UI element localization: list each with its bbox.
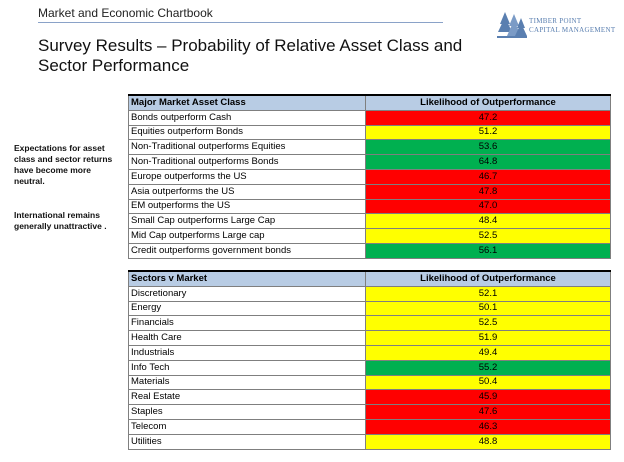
table-row: Small Cap outperforms Large Cap 48.4 <box>128 213 611 230</box>
likelihood-value: 53.6 <box>365 139 611 156</box>
row-label: Financials <box>128 315 366 332</box>
likelihood-value: 64.8 <box>365 154 611 170</box>
likelihood-value: 55.2 <box>365 359 611 376</box>
row-label: Equities outperform Bonds <box>128 124 366 141</box>
row-label: Bonds outperform Cash <box>128 109 366 126</box>
table-row: Industrials 49.4 <box>128 344 611 361</box>
table-row: Info Tech 55.2 <box>128 359 611 376</box>
column-header-likelihood: Likelihood of Outperformance <box>365 269 611 287</box>
sector-table: Sectors v Market Likelihood of Outperfor… <box>128 269 611 450</box>
table-row: Equities outperform Bonds 51.2 <box>128 124 611 141</box>
table-row: Real Estate 45.9 <box>128 389 611 406</box>
table-row: Utilities 48.8 <box>128 433 611 450</box>
row-label: Staples <box>128 404 366 420</box>
likelihood-value: 52.5 <box>365 228 611 244</box>
column-header-sector: Sectors v Market <box>128 269 366 287</box>
row-label: Non-Traditional outperforms Equities <box>128 139 366 156</box>
likelihood-value: 51.2 <box>365 124 611 141</box>
row-label: Real Estate <box>128 389 366 406</box>
likelihood-value: 56.1 <box>365 242 611 259</box>
likelihood-value: 48.8 <box>365 433 611 450</box>
row-label: Europe outperforms the US <box>128 168 366 185</box>
company-logo: TIMBER POINT CAPITAL MANAGEMENT <box>497 10 617 44</box>
table-row: Materials 50.4 <box>128 374 611 391</box>
likelihood-value: 50.4 <box>365 374 611 391</box>
row-label: Mid Cap outperforms Large cap <box>128 228 366 244</box>
likelihood-value: 47.0 <box>365 198 611 215</box>
likelihood-value: 46.3 <box>365 418 611 435</box>
tree-icon <box>497 12 527 38</box>
row-label: Discretionary <box>128 285 366 302</box>
row-label: Health Care <box>128 330 366 346</box>
table-row: Financials 52.5 <box>128 315 611 332</box>
table-row: Credit outperforms government bonds 56.1 <box>128 242 611 259</box>
row-label: Non-Traditional outperforms Bonds <box>128 154 366 170</box>
likelihood-value: 47.2 <box>365 109 611 126</box>
table-row: Discretionary 52.1 <box>128 285 611 302</box>
row-label: Energy <box>128 300 366 317</box>
table-row: Non-Traditional outperforms Equities 53.6 <box>128 139 611 156</box>
likelihood-value: 49.4 <box>365 344 611 361</box>
likelihood-value: 50.1 <box>365 300 611 317</box>
likelihood-value: 48.4 <box>365 213 611 230</box>
table-row: Europe outperforms the US 46.7 <box>128 168 611 185</box>
row-label: Info Tech <box>128 359 366 376</box>
column-header-asset-class: Major Market Asset Class <box>128 93 366 111</box>
likelihood-value: 47.8 <box>365 183 611 200</box>
table-header-row: Major Market Asset Class Likelihood of O… <box>128 93 611 111</box>
table-row: EM outperforms the US 47.0 <box>128 198 611 215</box>
page-title: Survey Results – Probability of Relative… <box>38 36 463 75</box>
note-neutral: Expectations for asset class and sector … <box>14 143 113 186</box>
row-label: Materials <box>128 374 366 391</box>
row-label: Industrials <box>128 344 366 361</box>
row-label: Small Cap outperforms Large Cap <box>128 213 366 230</box>
header-divider <box>38 22 443 23</box>
likelihood-value: 46.7 <box>365 168 611 185</box>
section-title: Market and Economic Chartbook <box>38 6 213 20</box>
row-label: Telecom <box>128 418 366 435</box>
logo-text: TIMBER POINT CAPITAL MANAGEMENT <box>529 17 615 35</box>
note-international: International remains generally unattrac… <box>14 210 107 231</box>
row-label: Credit outperforms government bonds <box>128 242 366 259</box>
logo-line1: TIMBER POINT <box>529 17 582 25</box>
row-label: Asia outperforms the US <box>128 183 366 200</box>
row-label: EM outperforms the US <box>128 198 366 215</box>
table-row: Non-Traditional outperforms Bonds 64.8 <box>128 154 611 170</box>
likelihood-value: 52.5 <box>365 315 611 332</box>
likelihood-value: 51.9 <box>365 330 611 346</box>
likelihood-value: 52.1 <box>365 285 611 302</box>
row-label: Utilities <box>128 433 366 450</box>
table-row: Mid Cap outperforms Large cap 52.5 <box>128 228 611 244</box>
likelihood-value: 45.9 <box>365 389 611 406</box>
table-row: Telecom 46.3 <box>128 418 611 435</box>
table-header-row: Sectors v Market Likelihood of Outperfor… <box>128 269 611 287</box>
column-header-likelihood: Likelihood of Outperformance <box>365 93 611 111</box>
asset-class-table: Major Market Asset Class Likelihood of O… <box>128 93 611 259</box>
table-row: Bonds outperform Cash 47.2 <box>128 109 611 126</box>
table-row: Staples 47.6 <box>128 404 611 420</box>
table-row: Energy 50.1 <box>128 300 611 317</box>
table-row: Health Care 51.9 <box>128 330 611 346</box>
logo-line2: CAPITAL MANAGEMENT <box>529 26 616 34</box>
likelihood-value: 47.6 <box>365 404 611 420</box>
table-row: Asia outperforms the US 47.8 <box>128 183 611 200</box>
